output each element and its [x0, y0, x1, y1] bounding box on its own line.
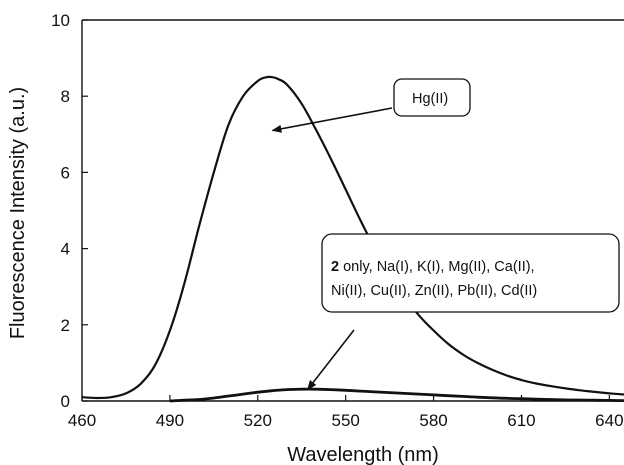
series-2-line — [169, 387, 624, 403]
axes — [81, 19, 624, 402]
annotation-1-box — [393, 78, 471, 117]
x-tick-label: 580 — [419, 411, 447, 430]
x-tick-label: 490 — [156, 411, 184, 430]
x-tick-label: 460 — [68, 411, 96, 430]
x-tick-label: 610 — [507, 411, 535, 430]
annotation-text-segment: Ni(II), Cu(II), Zn(II), Pb(II), Cd(II) — [331, 283, 537, 299]
annotation-2-box — [321, 233, 620, 313]
x-tick-label: 520 — [244, 411, 272, 430]
annotation-2-arrow — [306, 329, 355, 391]
y-tick-label: 8 — [61, 87, 70, 106]
annotation-2-line-2: Ni(II), Cu(II), Zn(II), Pb(II), Cd(II) — [331, 283, 537, 299]
y-tick-label: 4 — [61, 240, 70, 259]
y-axis-title: Fluorescence Intensity (a.u.) — [7, 87, 29, 339]
annotation-text-segment: Hg(II) — [412, 91, 448, 107]
annotation-text-segment: only, Na(I), K(I), Mg(II), Ca(II), — [339, 259, 535, 275]
annotation-1-arrow — [271, 107, 393, 133]
y-tick-label: 6 — [61, 163, 70, 182]
x-tick-label: 640 — [595, 411, 623, 430]
tick-marks — [81, 19, 610, 402]
series-lines — [81, 75, 624, 403]
annotation-1-line-1: Hg(II) — [412, 91, 448, 107]
x-axis-title: Wavelength (nm) — [287, 444, 439, 465]
annotation-2-line-1: 2 only, Na(I), K(I), Mg(II), Ca(II), — [331, 259, 535, 275]
series-1-line — [81, 75, 624, 400]
annotations: Hg(II) 2 only, Na(I), K(I), Mg(II), Ca(II… — [271, 78, 620, 391]
y-tick-label: 0 — [61, 392, 70, 411]
y-tick-label: 2 — [61, 316, 70, 335]
annotation-text-segment: 2 — [331, 259, 339, 275]
x-tick-label: 550 — [331, 411, 359, 430]
y-tick-label: 10 — [51, 11, 70, 30]
